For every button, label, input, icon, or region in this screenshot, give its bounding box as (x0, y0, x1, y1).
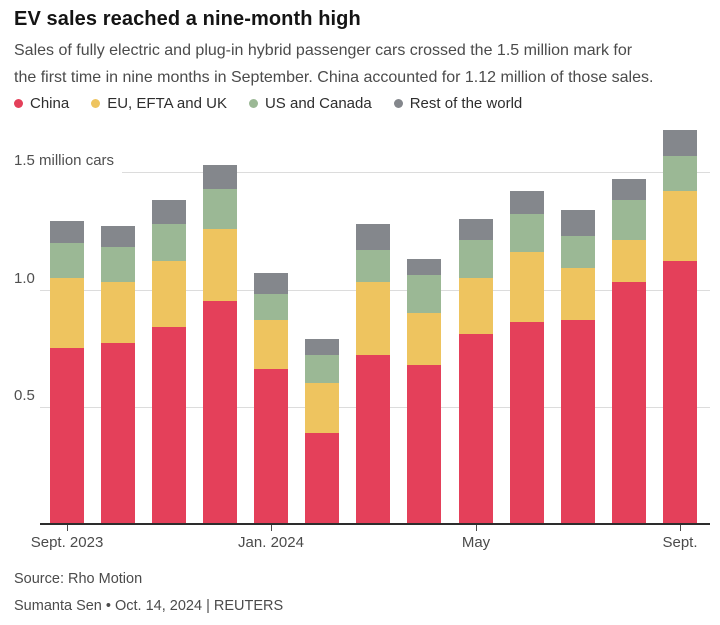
bar-feb-2024-segment-china (305, 433, 339, 524)
chart-legend: China EU, EFTA and UK US and Canada Rest of… (14, 95, 522, 112)
bar-nov-2023-segment-eu-efta-and-uk (152, 261, 186, 327)
bar-sept-2023-segment-china (50, 348, 84, 524)
chart-subtitle-line-2: the first time in nine months in Septemb… (14, 69, 654, 86)
legend-item-china: China (14, 95, 69, 112)
bar-aug-2024-segment-china (612, 282, 646, 524)
bar-dec-2023-segment-us-and-canada (203, 189, 237, 229)
legend-label: EU, EFTA and UK (107, 95, 227, 112)
legend-dot-icon-rest-of-the-world (393, 99, 403, 108)
chart-subtitle: Sales of fully electric and plug-in hybr… (14, 37, 653, 91)
bar-feb-2024-segment-us-and-canada (305, 355, 339, 383)
bar-sept-2023-segment-us-and-canada (50, 243, 84, 278)
bar-june-2024-segment-rest-of-the-world (510, 191, 544, 214)
bar-mar-2024-segment-eu-efta-and-uk (356, 282, 390, 355)
bar-may-2024-segment-eu-efta-and-uk (459, 278, 493, 334)
bar-july-2024-segment-china (561, 320, 595, 524)
bar-may-2024-segment-us-and-canada (459, 240, 493, 278)
bar-mar-2024-segment-us-and-canada (356, 250, 390, 282)
gridline-1.5 (122, 172, 710, 173)
bar-aug-2024-segment-rest-of-the-world (612, 179, 646, 200)
legend-label: Rest of the world (409, 95, 523, 112)
y-axis-label-1: 1.0 (14, 270, 35, 287)
bar-july-2024-segment-us-and-canada (561, 236, 595, 268)
bar-oct-2023-segment-us-and-canada (101, 247, 135, 282)
byline: Sumanta Sen • Oct. 14, 2024 | REUTERS (14, 598, 284, 614)
bar-oct-2023-segment-rest-of-the-world (101, 226, 135, 247)
x-axis-line (40, 523, 710, 525)
legend-item-rest-of-the-world: Rest of the world (393, 95, 523, 112)
legend-dot-icon-us-and-canada (248, 99, 258, 108)
x-axis-tick-label-sept: Sept. (662, 534, 698, 551)
bar-jan-2024-segment-china (254, 369, 288, 524)
bar-mar-2024-segment-china (356, 355, 390, 524)
bar-sept-2024-segment-rest-of-the-world (663, 130, 697, 156)
bar-nov-2023-segment-china (152, 327, 186, 524)
bar-apr-2024-segment-rest-of-the-world (407, 259, 441, 275)
bar-jan-2024-segment-eu-efta-and-uk (254, 320, 288, 369)
bar-july-2024-segment-rest-of-the-world (561, 210, 595, 236)
x-axis-tick-may (476, 525, 477, 531)
bar-oct-2023-segment-china (101, 343, 135, 524)
bar-june-2024-segment-us-and-canada (510, 214, 544, 252)
x-axis-tick-jan-2024 (271, 525, 272, 531)
legend-dot-icon-eu-efta-and-uk (91, 99, 101, 108)
bar-jan-2024-segment-us-and-canada (254, 294, 288, 320)
bar-oct-2023-segment-eu-efta-and-uk (101, 282, 135, 343)
bar-nov-2023-segment-us-and-canada (152, 224, 186, 261)
legend-label: China (30, 95, 70, 112)
bar-july-2024-segment-eu-efta-and-uk (561, 268, 595, 320)
x-axis-tick-label-may: May (461, 534, 491, 551)
bar-mar-2024-segment-rest-of-the-world (356, 224, 390, 250)
bar-sept-2023-segment-rest-of-the-world (50, 221, 84, 243)
legend-item-us-and-canada: US and Canada (248, 95, 372, 112)
bar-nov-2023-segment-rest-of-the-world (152, 200, 186, 224)
bar-sept-2024-segment-china (663, 261, 697, 524)
bar-june-2024-segment-china (510, 322, 544, 524)
chart-subtitle-line-1: Sales of fully electric and plug-in hybr… (14, 42, 633, 59)
y-axis-label-1.5: 1.5 million cars (14, 152, 115, 169)
bar-may-2024-segment-china (459, 334, 493, 524)
bar-sept-2024-segment-us-and-canada (663, 156, 697, 191)
bar-june-2024-segment-eu-efta-and-uk (510, 252, 544, 322)
x-axis-tick-label-sept-2023: Sept. 2023 (30, 534, 104, 551)
bar-feb-2024-segment-rest-of-the-world (305, 339, 339, 355)
x-axis-tick-label-jan-2024: Jan. 2024 (238, 534, 304, 551)
bar-sept-2024-segment-eu-efta-and-uk (663, 191, 697, 261)
bar-aug-2024-segment-eu-efta-and-uk (612, 240, 646, 282)
bar-apr-2024-segment-eu-efta-and-uk (407, 313, 441, 365)
legend-label: US and Canada (264, 95, 372, 112)
bar-apr-2024-segment-us-and-canada (407, 275, 441, 313)
legend-item-eu-efta-and-uk: EU, EFTA and UK (91, 95, 227, 112)
page-title: EV sales reached a nine-month high (14, 8, 361, 30)
legend-dot-icon-china (14, 99, 23, 108)
bar-dec-2023-segment-rest-of-the-world (203, 165, 237, 189)
bar-feb-2024-segment-eu-efta-and-uk (305, 383, 339, 433)
bar-apr-2024-segment-china (407, 365, 441, 524)
source-note: Source: Rho Motion (14, 571, 143, 587)
bar-jan-2024-segment-rest-of-the-world (254, 273, 288, 294)
y-axis-label-0.5: 0.5 (14, 387, 35, 404)
x-axis-tick-sept (680, 525, 681, 531)
bar-dec-2023-segment-china (203, 301, 237, 524)
bar-aug-2024-segment-us-and-canada (612, 200, 646, 240)
bar-dec-2023-segment-eu-efta-and-uk (203, 229, 237, 301)
bar-sept-2023-segment-eu-efta-and-uk (50, 278, 84, 348)
x-axis-tick-sept-2023 (67, 525, 68, 531)
bar-may-2024-segment-rest-of-the-world (459, 219, 493, 240)
